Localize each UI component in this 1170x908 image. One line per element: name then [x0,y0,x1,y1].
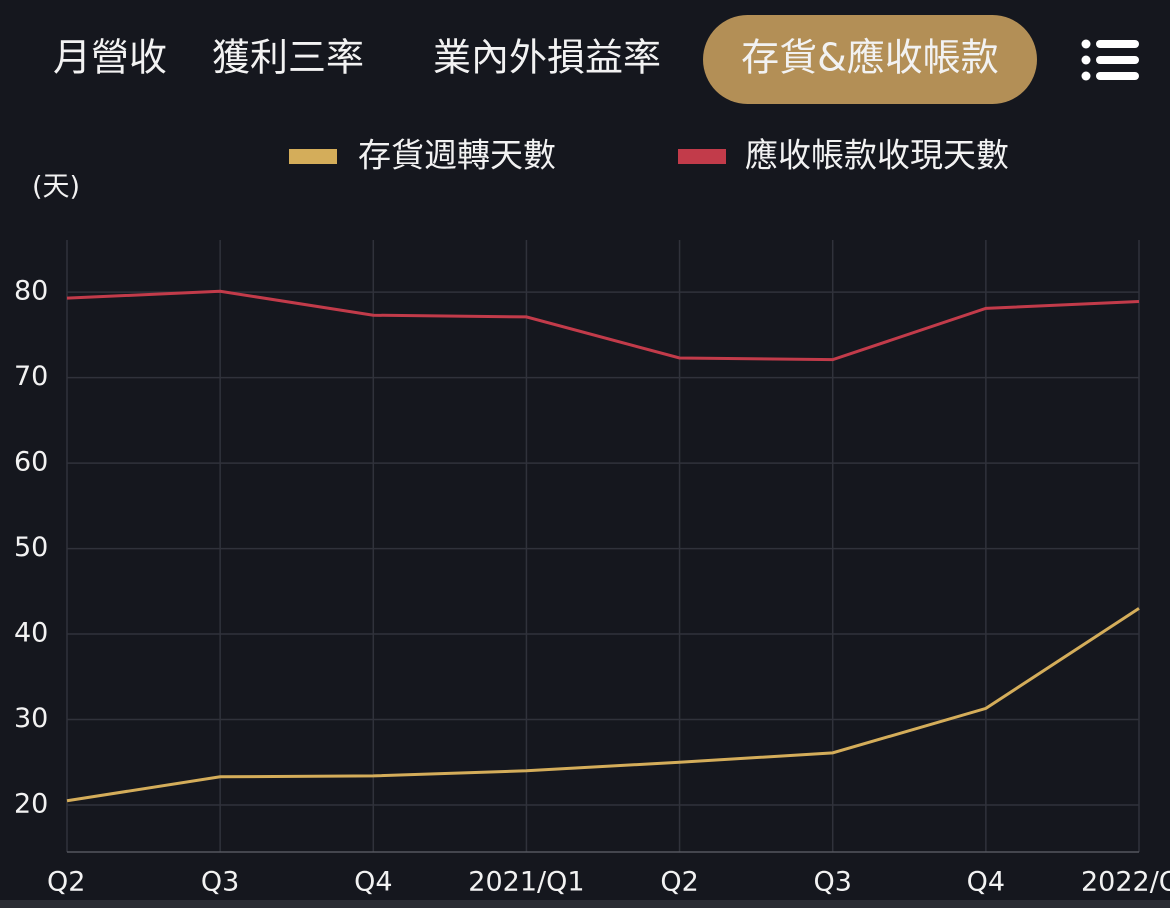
y-tick-label: 60 [14,447,48,478]
tab[interactable]: 獲利三率 [212,36,364,80]
tab[interactable]: 月營收 [53,36,167,80]
active-tab-pill[interactable] [703,15,1037,104]
legend-label[interactable]: 存貨週轉天數 [358,136,556,175]
x-tick-label: Q3 [201,867,239,898]
legend-label[interactable]: 應收帳款收現天數 [745,136,1009,175]
x-tick-label: Q4 [354,867,392,898]
x-tick-label: 2021/Q1 [468,867,584,898]
legend-swatch[interactable] [678,149,726,164]
x-tick-label: Q2 [660,867,698,898]
active-tab[interactable]: 存貨&應收帳款 [741,36,999,80]
menu-icon[interactable] [1081,39,1140,81]
x-tick-label: Q4 [967,867,1005,898]
series-line [66,607,1140,803]
y-tick-label: 40 [14,618,48,649]
y-tick-label: 80 [14,276,48,307]
y-tick-label: 50 [14,532,48,563]
x-tick-label: 2022/Q1 [1081,867,1170,898]
y-tick-label: 70 [14,361,48,392]
y-axis-label: (天) [32,172,80,203]
y-tick-label: 30 [14,703,48,734]
legend-swatch[interactable] [289,149,337,164]
tab[interactable]: 業內外損益率 [433,36,661,80]
y-tick-label: 20 [14,788,48,819]
x-tick-label: Q3 [813,867,851,898]
bottom-strip [0,900,1170,908]
series-line [66,289,1140,362]
x-tick-label: Q2 [47,867,85,898]
